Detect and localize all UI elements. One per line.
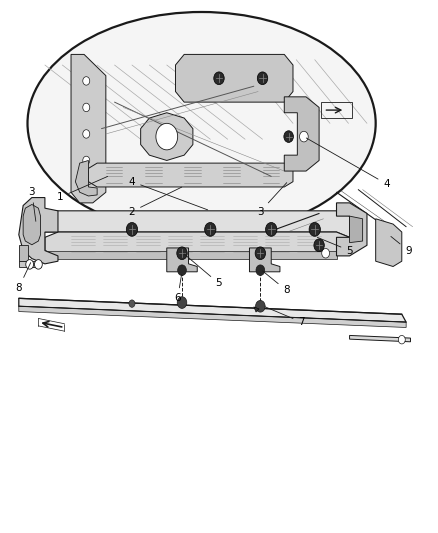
Circle shape (322, 248, 329, 258)
Polygon shape (19, 261, 41, 266)
Polygon shape (45, 232, 350, 256)
Circle shape (309, 222, 321, 236)
Circle shape (177, 297, 187, 309)
Polygon shape (19, 198, 58, 264)
Circle shape (83, 156, 90, 165)
Text: 4: 4 (306, 138, 390, 189)
Text: 6: 6 (174, 274, 182, 303)
Circle shape (83, 77, 90, 85)
Ellipse shape (28, 12, 376, 235)
Circle shape (156, 123, 178, 150)
Polygon shape (19, 306, 406, 327)
Circle shape (265, 222, 277, 236)
Circle shape (83, 130, 90, 138)
Text: 4: 4 (129, 176, 208, 210)
Circle shape (255, 301, 265, 312)
Text: 3: 3 (257, 183, 287, 216)
Polygon shape (75, 160, 97, 196)
Polygon shape (23, 205, 41, 245)
Circle shape (284, 131, 293, 142)
Circle shape (300, 131, 308, 142)
Polygon shape (45, 251, 336, 259)
Circle shape (126, 222, 138, 236)
Text: 5: 5 (184, 254, 223, 288)
Circle shape (129, 300, 135, 308)
Polygon shape (176, 54, 293, 102)
Circle shape (177, 247, 187, 260)
Circle shape (26, 260, 34, 269)
Circle shape (205, 222, 216, 236)
Circle shape (314, 239, 324, 252)
Polygon shape (350, 216, 363, 243)
Polygon shape (250, 248, 280, 272)
Text: 9: 9 (391, 237, 412, 256)
Polygon shape (32, 211, 350, 237)
Text: 2: 2 (129, 187, 182, 216)
Text: 7: 7 (265, 307, 305, 327)
Circle shape (178, 265, 186, 276)
Circle shape (35, 260, 42, 269)
Polygon shape (284, 97, 319, 171)
Polygon shape (376, 219, 402, 266)
Polygon shape (88, 163, 293, 187)
Text: 1: 1 (57, 176, 108, 202)
Text: 3: 3 (28, 187, 36, 221)
Text: 8: 8 (15, 263, 31, 293)
Polygon shape (141, 113, 193, 160)
Circle shape (214, 72, 224, 85)
Polygon shape (19, 245, 28, 261)
Polygon shape (19, 298, 406, 322)
Circle shape (256, 265, 265, 276)
Polygon shape (71, 54, 106, 203)
Circle shape (257, 72, 268, 85)
Polygon shape (254, 307, 259, 312)
Polygon shape (350, 335, 410, 342)
Polygon shape (167, 248, 197, 272)
Polygon shape (336, 203, 367, 256)
Circle shape (255, 247, 265, 260)
Text: 8: 8 (262, 271, 290, 295)
Circle shape (398, 335, 405, 344)
Circle shape (83, 103, 90, 112)
Text: 5: 5 (317, 237, 353, 256)
